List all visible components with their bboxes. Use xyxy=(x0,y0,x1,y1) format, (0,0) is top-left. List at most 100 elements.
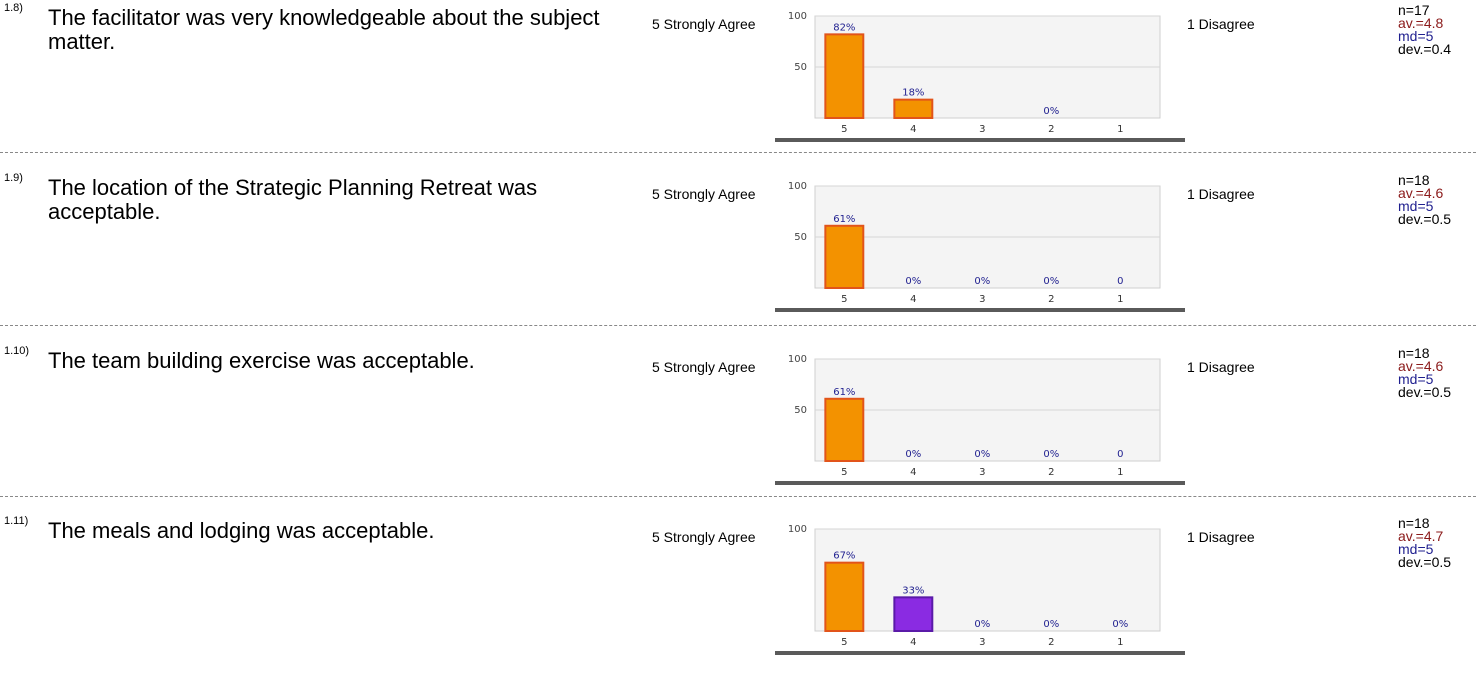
y-tick-label: 100 xyxy=(788,524,807,535)
stat-median: md=5 xyxy=(1398,371,1434,387)
y-tick-label: 100 xyxy=(788,181,807,192)
question-text: The location of the Strategic Planning R… xyxy=(48,175,538,224)
bar xyxy=(824,224,865,289)
artifact-band xyxy=(775,651,1185,655)
stat-median: md=5 xyxy=(1398,198,1434,214)
statistics: n=18 av.=4.7 md=5 dev.=0.5 xyxy=(1398,515,1452,570)
x-tick-label: 5 xyxy=(841,294,847,305)
response-chart: 100 50 61% 5 0% 4 0% 3 0% 2 0 1 xyxy=(775,354,1185,485)
artifact-band xyxy=(775,308,1185,312)
x-tick-label: 4 xyxy=(910,637,916,648)
scale-left-label: 5 Strongly Agree xyxy=(652,186,756,202)
data-label: 0% xyxy=(905,276,921,287)
data-label: 0% xyxy=(974,449,990,460)
plot-area xyxy=(814,528,1161,632)
stat-n: n=17 xyxy=(1398,2,1430,18)
survey-item: 1.8) The facilitator was very knowledgea… xyxy=(0,0,1476,164)
stat-deviation: dev.=0.5 xyxy=(1398,211,1452,227)
x-tick-label: 2 xyxy=(1048,637,1054,648)
statistics: n=17 av.=4.8 md=5 dev.=0.4 xyxy=(1398,2,1452,57)
divider xyxy=(0,496,1476,497)
item-number: 1.9) xyxy=(4,172,23,184)
statistics: n=18 av.=4.6 md=5 dev.=0.5 xyxy=(1398,173,1452,227)
stat-average: av.=4.8 xyxy=(1398,15,1444,31)
data-label: 0% xyxy=(1043,619,1059,630)
x-tick-label: 5 xyxy=(841,467,847,478)
y-tick-label: 100 xyxy=(788,11,807,22)
bar xyxy=(824,561,865,632)
bar xyxy=(824,397,865,462)
stat-deviation: dev.=0.5 xyxy=(1398,384,1452,400)
data-label: 0% xyxy=(974,619,990,630)
data-label: 82% xyxy=(833,22,855,33)
question-text: The facilitator was very knowledgeable a… xyxy=(48,5,600,54)
data-label: 0% xyxy=(1112,619,1128,630)
x-tick-label: 5 xyxy=(841,124,847,135)
survey-item: 1.10) The team building exercise was acc… xyxy=(0,343,1476,507)
question-text: The team building exercise was acceptabl… xyxy=(48,348,475,373)
divider xyxy=(0,152,1476,153)
x-tick-label: 4 xyxy=(910,124,916,135)
y-tick-label: 50 xyxy=(794,405,807,416)
x-tick-label: 3 xyxy=(979,467,985,478)
stat-deviation: dev.=0.4 xyxy=(1398,41,1452,57)
y-tick-label: 50 xyxy=(794,62,807,73)
x-tick-label: 4 xyxy=(910,294,916,305)
data-label: 61% xyxy=(833,387,855,398)
stat-average: av.=4.6 xyxy=(1398,185,1444,201)
x-tick-label: 2 xyxy=(1048,467,1054,478)
artifact-band xyxy=(775,138,1185,142)
data-label: 0% xyxy=(974,276,990,287)
data-label: 33% xyxy=(902,585,924,596)
item-number: 1.8) xyxy=(4,2,23,14)
scale-left-label: 5 Strongly Agree xyxy=(652,529,756,545)
data-label: 0% xyxy=(1043,276,1059,287)
x-tick-label: 4 xyxy=(910,467,916,478)
x-tick-label: 1 xyxy=(1117,294,1123,305)
scale-right-label: 1 Disagree xyxy=(1187,16,1255,32)
data-label: 67% xyxy=(833,551,855,562)
data-label: 0 xyxy=(1117,276,1123,287)
item-number: 1.10) xyxy=(4,345,30,357)
x-tick-label: 5 xyxy=(841,637,847,648)
y-tick-label: 50 xyxy=(794,232,807,243)
question-text: The meals and lodging was acceptable. xyxy=(48,518,435,543)
x-tick-label: 2 xyxy=(1048,294,1054,305)
stat-n: n=18 xyxy=(1398,515,1430,531)
x-tick-label: 1 xyxy=(1117,124,1123,135)
x-tick-label: 3 xyxy=(979,124,985,135)
statistics: n=18 av.=4.6 md=5 dev.=0.5 xyxy=(1398,345,1452,400)
x-tick-label: 1 xyxy=(1117,637,1123,648)
x-tick-label: 3 xyxy=(979,637,985,648)
data-label: 0% xyxy=(905,449,921,460)
y-tick-label: 100 xyxy=(788,354,807,365)
stat-deviation: dev.=0.5 xyxy=(1398,554,1452,570)
stat-median: md=5 xyxy=(1398,28,1434,44)
bar xyxy=(893,596,934,632)
response-chart: 100 50 61% 5 0% 4 0% 3 0% 2 0 1 xyxy=(775,181,1185,312)
response-chart: 100 67% 5 33% 4 0% 3 0% 2 0% 1 xyxy=(775,524,1185,655)
x-tick-label: 1 xyxy=(1117,467,1123,478)
x-tick-label: 2 xyxy=(1048,124,1054,135)
scale-right-label: 1 Disagree xyxy=(1187,359,1255,375)
data-label: 0 xyxy=(1117,449,1123,460)
scale-right-label: 1 Disagree xyxy=(1187,186,1255,202)
data-label: 18% xyxy=(902,88,924,99)
data-label: 61% xyxy=(833,214,855,225)
artifact-band xyxy=(775,481,1185,485)
stat-n: n=18 xyxy=(1398,345,1430,361)
stat-average: av.=4.7 xyxy=(1398,528,1444,544)
survey-item: 1.11) The meals and lodging was acceptab… xyxy=(0,513,1476,677)
data-label: 0% xyxy=(1043,106,1059,117)
stat-median: md=5 xyxy=(1398,541,1434,557)
stat-average: av.=4.6 xyxy=(1398,358,1444,374)
scale-right-label: 1 Disagree xyxy=(1187,529,1255,545)
bar xyxy=(893,98,934,119)
item-number: 1.11) xyxy=(4,515,29,527)
data-label: 0% xyxy=(1043,449,1059,460)
scale-left-label: 5 Strongly Agree xyxy=(652,359,756,375)
scale-left-label: 5 Strongly Agree xyxy=(652,16,756,32)
divider xyxy=(0,325,1476,326)
survey-item: 1.9) The location of the Strategic Plann… xyxy=(0,170,1476,334)
bar xyxy=(824,33,865,119)
